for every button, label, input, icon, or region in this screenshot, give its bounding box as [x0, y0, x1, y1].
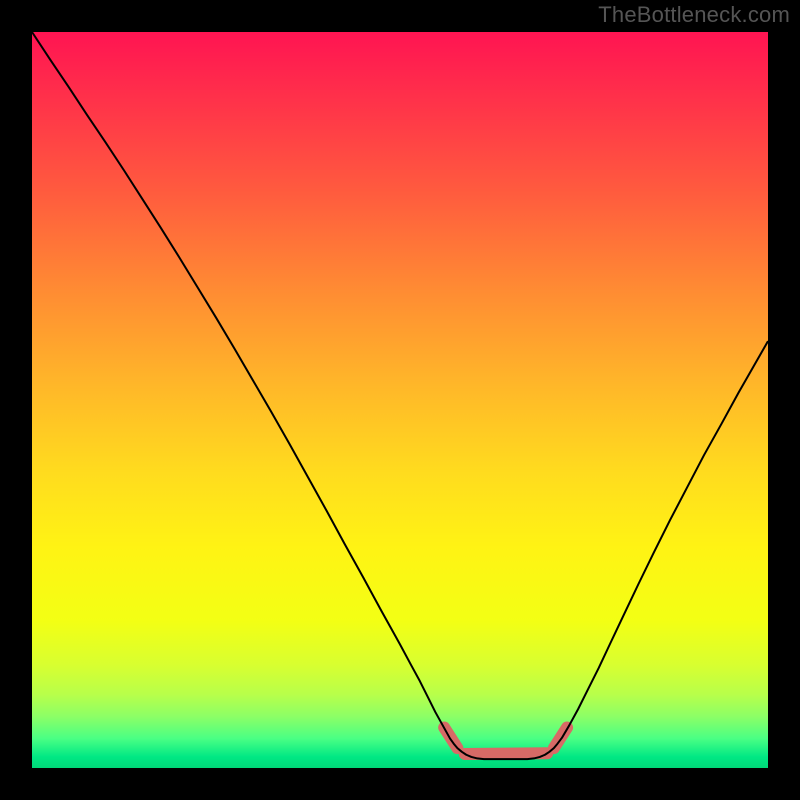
highlight-segment: [465, 753, 547, 754]
watermark-text: TheBottleneck.com: [598, 2, 790, 28]
chart-background: [32, 32, 768, 768]
bottleneck-curve-chart: [0, 0, 800, 800]
chart-stage: TheBottleneck.com: [0, 0, 800, 800]
